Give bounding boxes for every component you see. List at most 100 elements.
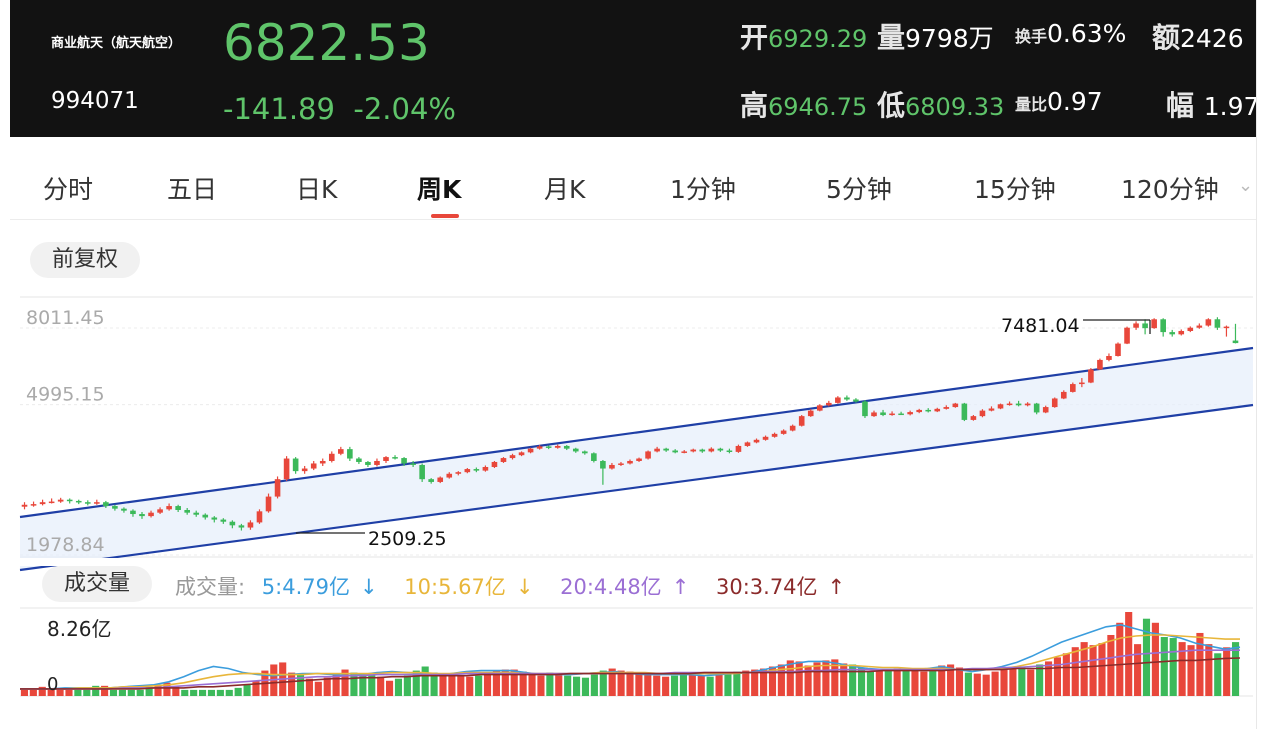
volume-bar — [1134, 644, 1142, 696]
volume-bar — [1231, 642, 1240, 696]
candle-body — [925, 409, 932, 412]
volume-bar — [644, 674, 652, 696]
candle-body — [835, 397, 841, 403]
volume-bar — [1116, 622, 1124, 696]
stat-low-value: 6809.33 — [905, 93, 1005, 121]
volume-indicator-button[interactable]: 成交量 — [42, 566, 153, 602]
candle — [30, 501, 37, 507]
candle — [157, 507, 163, 515]
tab-weekly-k[interactable]: 周K — [417, 175, 462, 204]
candle — [699, 448, 706, 453]
candle — [211, 516, 218, 523]
candle — [663, 447, 669, 452]
change-value: -141.89 — [223, 92, 335, 126]
volume-bar — [599, 670, 607, 696]
candle-body — [84, 502, 91, 504]
volume-bar — [109, 689, 118, 696]
candle-body — [889, 413, 895, 416]
candle — [572, 447, 579, 453]
volume-bar — [519, 671, 527, 696]
candle-body — [455, 472, 462, 474]
candle — [1160, 318, 1166, 337]
candle — [862, 400, 868, 419]
candle — [636, 457, 642, 462]
candle — [898, 411, 904, 416]
candle — [39, 499, 46, 506]
candle — [853, 398, 859, 403]
chevron-down-icon[interactable]: ⌄ — [1238, 175, 1254, 196]
tab-five-day[interactable]: 五日 — [167, 175, 218, 204]
candle-body — [853, 399, 859, 402]
volume-bar — [332, 673, 340, 696]
candle-body — [1124, 327, 1130, 344]
candle — [1106, 353, 1112, 362]
candle — [717, 447, 724, 452]
last-price: 6822.53 — [223, 14, 430, 72]
candle — [292, 457, 299, 474]
volume-bar — [911, 670, 919, 696]
tab-intraday[interactable]: 分时 — [43, 175, 94, 204]
candle-body — [21, 504, 28, 507]
candle-body — [292, 458, 299, 472]
volume-bar — [777, 664, 785, 696]
candle-body — [1178, 330, 1185, 335]
y-axis-labels: 8011.45 4995.15 1978.84 — [26, 307, 105, 556]
candle-body — [301, 468, 308, 472]
candle-body — [482, 466, 489, 471]
candle-body — [952, 403, 959, 408]
tab-daily-k[interactable]: 日K — [296, 175, 338, 204]
volume-bar — [1036, 664, 1044, 696]
volume-bar — [74, 689, 82, 696]
candle — [328, 451, 335, 463]
volume-bar — [1160, 637, 1168, 696]
candle — [871, 410, 877, 417]
candle-body — [446, 473, 453, 478]
volume-bar — [982, 674, 990, 696]
candle-body — [780, 430, 787, 434]
candle-body — [202, 514, 209, 518]
volume-bar — [234, 687, 242, 696]
tab-5min[interactable]: 5分钟 — [826, 175, 892, 204]
candle-body — [735, 445, 742, 452]
candle-body — [30, 504, 37, 506]
candle — [473, 467, 480, 473]
volume-bar — [323, 677, 331, 696]
candle — [943, 405, 950, 410]
stat-volume-value: 9798万 — [905, 24, 994, 53]
candle-body — [582, 451, 588, 454]
adjust-mode-button[interactable]: 前复权 — [30, 242, 141, 278]
volume-bar — [1187, 645, 1195, 696]
tab-1min[interactable]: 1分钟 — [670, 175, 736, 204]
volume-bar — [964, 672, 972, 696]
tab-monthly-k[interactable]: 月K — [544, 175, 586, 204]
candle-body — [672, 450, 678, 453]
price-annotations: 7481.04 2509.25 — [296, 315, 1151, 550]
candle-body — [681, 451, 688, 453]
volume-ma10-line — [20, 634, 1240, 690]
candle-body — [636, 458, 642, 461]
candle — [518, 451, 525, 457]
candle — [274, 476, 281, 499]
candle-body — [618, 463, 624, 465]
candle — [591, 452, 597, 463]
candle — [744, 441, 751, 447]
volume-bar — [243, 684, 251, 696]
volume-bar — [225, 689, 233, 696]
volume-ma-title: 成交量: — [175, 575, 246, 599]
candle — [844, 395, 850, 401]
stat-low: 低6809.33 — [877, 84, 1004, 124]
volume-bar — [1062, 653, 1070, 696]
stat-volume-label: 量 — [877, 21, 906, 54]
volume-bar — [430, 672, 438, 696]
stat-turnover: 换手0.63% — [1015, 16, 1126, 49]
candle — [446, 472, 453, 479]
volume-bar — [920, 671, 928, 696]
volume-bar — [653, 675, 661, 696]
price-change: -141.89 -2.04% — [223, 92, 456, 126]
stat-amount: 额2426 — [1152, 16, 1244, 56]
volume-bar — [1214, 653, 1222, 696]
legend-ma5: 5:4.79亿 ↓ — [262, 575, 388, 599]
tab-120min[interactable]: 120分钟 — [1121, 175, 1219, 204]
tab-15min[interactable]: 15分钟 — [974, 175, 1056, 204]
volume-bar — [439, 674, 447, 696]
